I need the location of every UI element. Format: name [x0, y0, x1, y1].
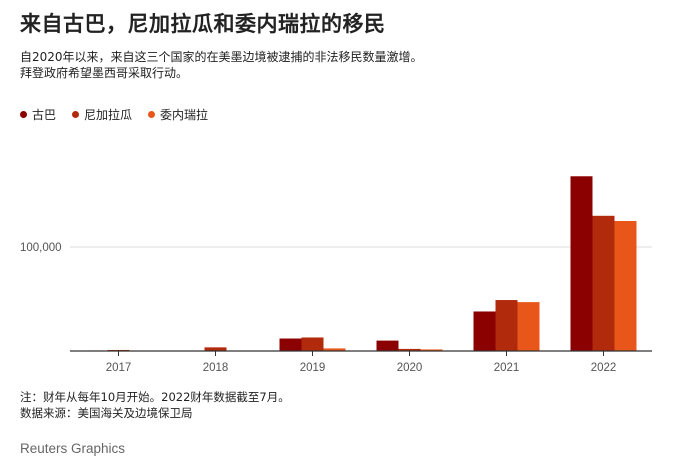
bar-2019-古巴: [279, 338, 302, 351]
bar-2022-委内瑞拉: [614, 221, 637, 351]
chart-legend: 古巴 尼加拉瓜 委内瑞拉: [20, 106, 208, 123]
legend-swatch-cuba: [20, 111, 27, 118]
bar-chart: 100,000 2017 2018 2019 2020 2021 2022: [20, 176, 652, 374]
bar-2022-尼加拉瓜: [592, 215, 615, 351]
bar-2019-尼加拉瓜: [301, 337, 324, 351]
legend-item-venezuela: 委内瑞拉: [148, 106, 208, 123]
bar-2021-委内瑞拉: [517, 302, 540, 351]
x-tick-label: 2022: [591, 362, 617, 374]
x-tick-label: 2017: [106, 362, 132, 374]
subtitle-line-2: 拜登政府希望墨西哥采取行动。: [20, 66, 189, 80]
legend-label-cuba: 古巴: [32, 108, 57, 122]
x-tick-label: 2021: [494, 362, 520, 374]
bar-2020-古巴: [376, 340, 399, 351]
legend-swatch-nicaragua: [72, 111, 80, 118]
x-tick-label: 2018: [203, 362, 229, 374]
chart-title: 来自古巴，尼加拉瓜和委内瑞拉的移民: [20, 12, 386, 36]
x-tick-label: 2020: [397, 362, 423, 374]
legend-item-nicaragua: 尼加拉瓜: [72, 106, 132, 123]
bar-2018-尼加拉瓜: [204, 347, 227, 351]
bar-2020-尼加拉瓜: [398, 348, 421, 351]
fiscal-year-note: 注：财年从每年10月开始。2022财年数据截至7月。: [20, 390, 290, 404]
bar-2021-尼加拉瓜: [495, 300, 518, 351]
bar-2020-委内瑞拉: [420, 349, 443, 351]
data-source-note: 数据来源：美国海关及边境保卫局: [20, 406, 193, 420]
x-tick-label: 2019: [300, 362, 326, 374]
bar-2022-古巴: [570, 176, 593, 351]
legend-item-cuba: 古巴: [20, 106, 56, 123]
legend-label-nicaragua: 尼加拉瓜: [84, 108, 133, 122]
legend-label-venezuela: 委内瑞拉: [160, 108, 209, 122]
bar-2019-委内瑞拉: [323, 348, 346, 351]
bar-2021-古巴: [473, 311, 496, 351]
y-tick-label: 100,000: [20, 242, 62, 254]
subtitle-line-1: 自2020年以来，来自这三个国家的在美墨边境被逮捕的非法移民数量激增。: [20, 50, 423, 64]
legend-swatch-venezuela: [148, 111, 156, 118]
chart-subtitle: 自2020年以来，来自这三个国家的在美墨边境被逮捕的非法移民数量激增。 拜登政府…: [20, 49, 660, 81]
reuters-credit: Reuters Graphics: [20, 441, 126, 456]
footer-notes: 注：财年从每年10月开始。2022财年数据截至7月。 数据来源：美国海关及边境保…: [20, 389, 290, 421]
